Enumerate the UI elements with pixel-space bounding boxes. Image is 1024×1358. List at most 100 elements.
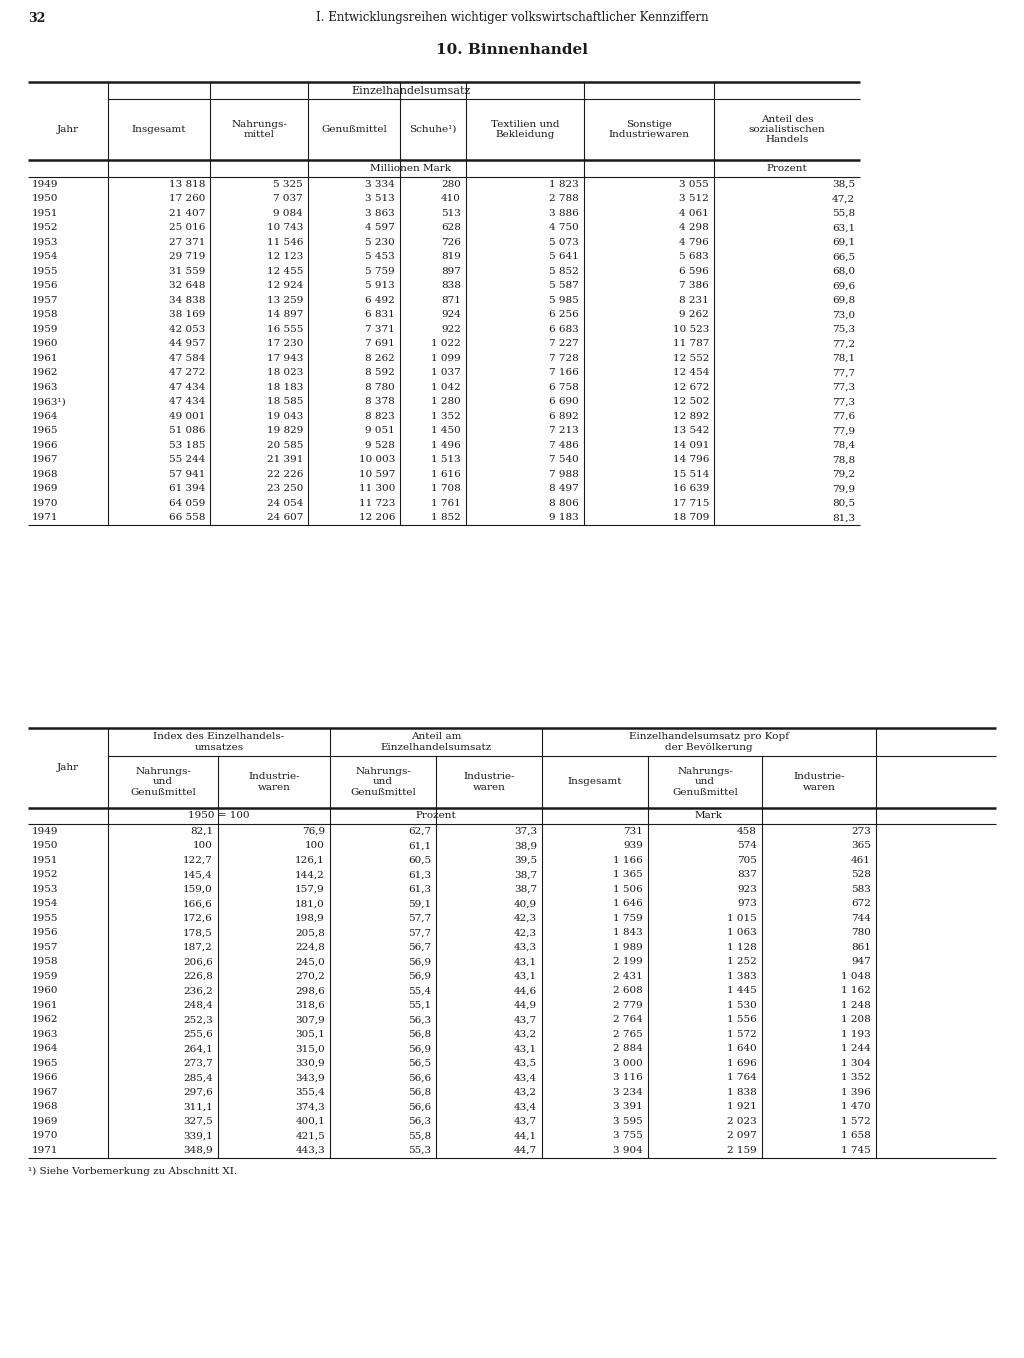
Text: 38,9: 38,9 — [514, 841, 537, 850]
Text: 461: 461 — [851, 856, 871, 865]
Text: 1958: 1958 — [32, 957, 58, 967]
Text: 56,9: 56,9 — [408, 1044, 431, 1054]
Text: 1955: 1955 — [32, 914, 58, 922]
Text: 63,1: 63,1 — [831, 223, 855, 232]
Text: 8 806: 8 806 — [549, 498, 579, 508]
Text: Anteil am
Einzelhandelsumsatz: Anteil am Einzelhandelsumsatz — [380, 732, 492, 752]
Text: 1968: 1968 — [32, 470, 58, 479]
Text: 6 492: 6 492 — [366, 296, 395, 304]
Text: 1971: 1971 — [32, 1146, 58, 1154]
Text: Industrie-
waren: Industrie- waren — [794, 773, 845, 792]
Text: 77,3: 77,3 — [831, 398, 855, 406]
Text: 1 640: 1 640 — [727, 1044, 757, 1054]
Text: 3 234: 3 234 — [613, 1088, 643, 1097]
Text: 726: 726 — [441, 238, 461, 247]
Text: 924: 924 — [441, 310, 461, 319]
Text: 1 252: 1 252 — [727, 957, 757, 967]
Text: 62,7: 62,7 — [408, 827, 431, 835]
Text: 47 584: 47 584 — [169, 353, 205, 363]
Text: 1 759: 1 759 — [613, 914, 643, 922]
Text: 8 231: 8 231 — [679, 296, 709, 304]
Text: 410: 410 — [441, 194, 461, 204]
Text: 5 759: 5 759 — [366, 266, 395, 276]
Text: 1 128: 1 128 — [727, 942, 757, 952]
Text: 178,5: 178,5 — [183, 929, 213, 937]
Text: 780: 780 — [851, 929, 871, 937]
Text: 1 823: 1 823 — [549, 179, 579, 189]
Text: Prozent: Prozent — [416, 812, 457, 820]
Text: 144,2: 144,2 — [295, 870, 325, 879]
Text: Industrie-
waren: Industrie- waren — [248, 773, 300, 792]
Text: 10 743: 10 743 — [266, 223, 303, 232]
Text: 15 514: 15 514 — [673, 470, 709, 479]
Text: 159,0: 159,0 — [183, 885, 213, 894]
Text: 40,9: 40,9 — [514, 899, 537, 909]
Text: 1 015: 1 015 — [727, 914, 757, 922]
Text: 1 048: 1 048 — [842, 972, 871, 980]
Text: 1957: 1957 — [32, 296, 58, 304]
Text: 17 260: 17 260 — [169, 194, 205, 204]
Text: 47 434: 47 434 — [169, 383, 205, 391]
Text: 1 572: 1 572 — [727, 1029, 757, 1039]
Text: 64 059: 64 059 — [169, 498, 205, 508]
Text: 3 512: 3 512 — [679, 194, 709, 204]
Text: 1950: 1950 — [32, 841, 58, 850]
Text: Insgesamt: Insgesamt — [567, 778, 623, 786]
Text: 705: 705 — [737, 856, 757, 865]
Text: 37,3: 37,3 — [514, 827, 537, 835]
Text: 1 352: 1 352 — [842, 1073, 871, 1082]
Text: 838: 838 — [441, 281, 461, 291]
Text: 1952: 1952 — [32, 870, 58, 879]
Text: 374,3: 374,3 — [295, 1103, 325, 1111]
Text: 6 690: 6 690 — [549, 398, 579, 406]
Text: Schuhe¹): Schuhe¹) — [410, 125, 457, 134]
Text: 1954: 1954 — [32, 899, 58, 909]
Text: 11 300: 11 300 — [358, 485, 395, 493]
Text: 6 596: 6 596 — [679, 266, 709, 276]
Text: 66 558: 66 558 — [169, 513, 205, 523]
Text: 1961: 1961 — [32, 1001, 58, 1010]
Text: 32: 32 — [28, 11, 45, 24]
Text: 1 745: 1 745 — [842, 1146, 871, 1154]
Text: 57,7: 57,7 — [408, 914, 431, 922]
Text: 8 262: 8 262 — [366, 353, 395, 363]
Text: 12 454: 12 454 — [673, 368, 709, 378]
Text: 206,6: 206,6 — [183, 957, 213, 967]
Text: 47,2: 47,2 — [831, 194, 855, 204]
Text: 80,5: 80,5 — [831, 498, 855, 508]
Text: 947: 947 — [851, 957, 871, 967]
Text: 12 672: 12 672 — [673, 383, 709, 391]
Text: 24 607: 24 607 — [266, 513, 303, 523]
Text: 56,8: 56,8 — [408, 1029, 431, 1039]
Text: 11 723: 11 723 — [358, 498, 395, 508]
Text: 77,2: 77,2 — [831, 340, 855, 348]
Text: 69,8: 69,8 — [831, 296, 855, 304]
Text: 1953: 1953 — [32, 238, 58, 247]
Text: 14 091: 14 091 — [673, 441, 709, 449]
Text: 1956: 1956 — [32, 281, 58, 291]
Text: 922: 922 — [441, 325, 461, 334]
Text: 22 226: 22 226 — [266, 470, 303, 479]
Text: 1 022: 1 022 — [431, 340, 461, 348]
Text: 298,6: 298,6 — [295, 986, 325, 995]
Text: 172,6: 172,6 — [183, 914, 213, 922]
Text: 12 206: 12 206 — [358, 513, 395, 523]
Text: 421,5: 421,5 — [295, 1131, 325, 1141]
Text: 10 003: 10 003 — [358, 455, 395, 464]
Text: 1 193: 1 193 — [842, 1029, 871, 1039]
Text: 1956: 1956 — [32, 929, 58, 937]
Text: 1949: 1949 — [32, 827, 58, 835]
Text: Nahrungs-
und
Genußmittel: Nahrungs- und Genußmittel — [130, 767, 196, 797]
Text: 744: 744 — [851, 914, 871, 922]
Text: 365: 365 — [851, 841, 871, 850]
Text: 1 506: 1 506 — [613, 885, 643, 894]
Text: Textilien und
Bekleidung: Textilien und Bekleidung — [490, 120, 559, 140]
Text: 1 530: 1 530 — [727, 1001, 757, 1010]
Text: 224,8: 224,8 — [295, 942, 325, 952]
Text: 4 061: 4 061 — [679, 209, 709, 217]
Text: 1 764: 1 764 — [727, 1073, 757, 1082]
Text: 42,3: 42,3 — [514, 929, 537, 937]
Text: 18 585: 18 585 — [266, 398, 303, 406]
Text: 61,1: 61,1 — [408, 841, 431, 850]
Text: 55,1: 55,1 — [408, 1001, 431, 1010]
